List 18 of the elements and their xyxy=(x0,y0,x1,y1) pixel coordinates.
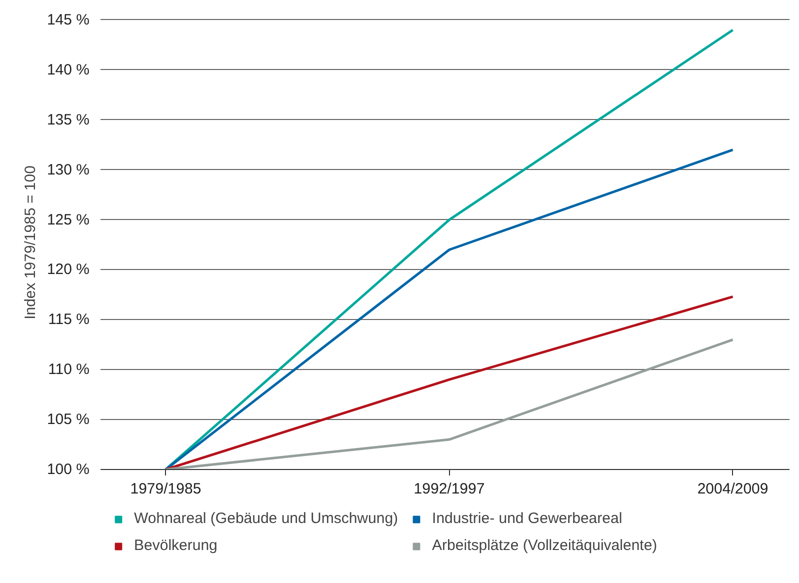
y-tick-label: 115 % xyxy=(48,311,90,328)
x-tick-label: 2004/2009 xyxy=(697,480,768,498)
legend-label: Bevölkerung xyxy=(134,537,218,554)
legend-label: Wohnareal (Gebäude und Umschwung) xyxy=(134,510,398,527)
x-tick-label: 1992/1997 xyxy=(414,480,485,498)
y-tick-label: 135 % xyxy=(46,111,90,128)
y-tick-label: 100 % xyxy=(46,461,90,478)
y-tick-label: 130 % xyxy=(46,161,90,178)
y-tick-label: 120 % xyxy=(46,261,90,278)
y-tick-label: 140 % xyxy=(46,61,90,78)
y-tick-label: 125 % xyxy=(46,211,90,228)
legend-label: Arbeitsplätze (Vollzeitäquivalente) xyxy=(432,537,658,554)
y-axis-title: Index 1979/1985 = 100 xyxy=(22,166,39,320)
y-tick-label: 105 % xyxy=(46,411,90,428)
x-tick-label: 1979/1985 xyxy=(130,480,202,498)
y-tick-label: 145 % xyxy=(46,11,90,28)
legend-label: Industrie- und Gewerbeareal xyxy=(432,510,622,527)
y-tick-label: 110 % xyxy=(48,361,90,378)
